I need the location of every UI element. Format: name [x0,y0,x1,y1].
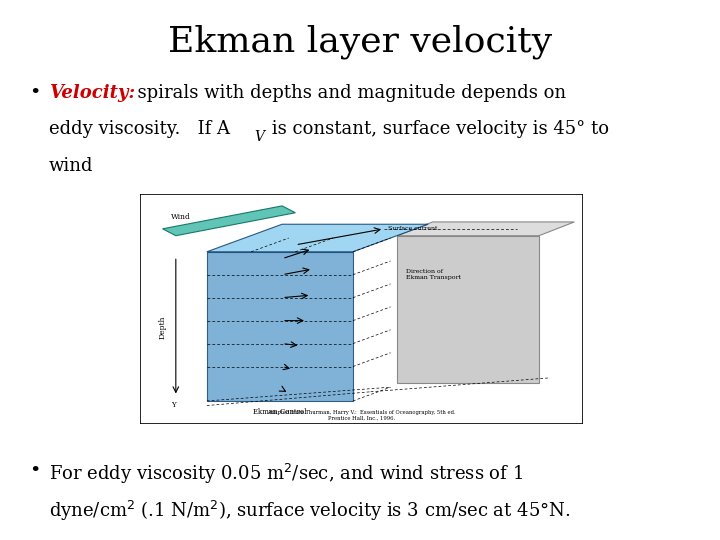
Text: Velocity:: Velocity: [49,84,135,102]
Polygon shape [163,206,295,235]
Text: V: V [254,130,264,144]
Polygon shape [207,224,428,252]
Text: •: • [29,462,40,480]
Text: Ekman Control: Ekman Control [253,408,307,416]
Text: Y: Y [171,401,176,409]
Text: Adapted from Thurman, Harry V.:  Essentials of Oceanography, 5th ed.
Prentice Ha: Adapted from Thurman, Harry V.: Essentia… [268,410,456,421]
Text: spirals with depths and magnitude depends on: spirals with depths and magnitude depend… [126,84,566,102]
Polygon shape [397,235,539,382]
Text: Wind: Wind [171,213,192,221]
Text: For eddy viscosity 0.05 m$^2$/sec, and wind stress of 1: For eddy viscosity 0.05 m$^2$/sec, and w… [49,462,523,486]
Text: Ekman layer velocity: Ekman layer velocity [168,24,552,59]
Text: eddy viscosity.   If A: eddy viscosity. If A [49,120,230,138]
Text: is constant, surface velocity is 45° to: is constant, surface velocity is 45° to [266,120,609,138]
Text: •: • [29,84,40,102]
Polygon shape [397,222,575,235]
Text: wind: wind [49,157,94,175]
Polygon shape [207,252,353,401]
Text: Surface current: Surface current [388,226,438,231]
Text: Direction of
Ekman Transport: Direction of Ekman Transport [406,269,461,280]
Text: Depth: Depth [158,316,166,339]
Text: dyne/cm$^2$ (.1 N/m$^2$), surface velocity is 3 cm/sec at 45$\degree$N.: dyne/cm$^2$ (.1 N/m$^2$), surface veloci… [49,498,570,523]
